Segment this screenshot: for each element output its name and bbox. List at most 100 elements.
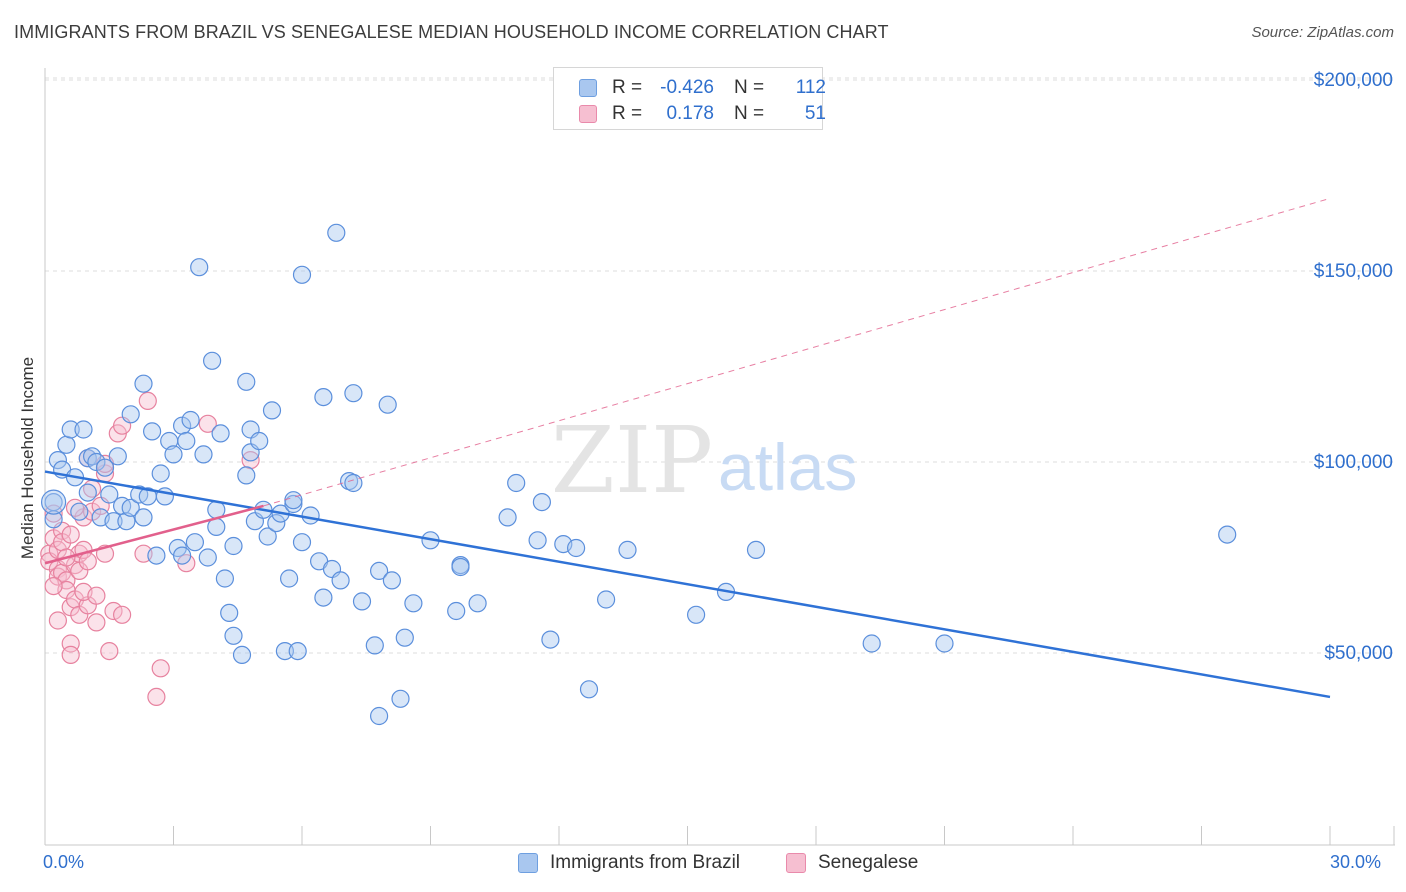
point-brazil	[596, 590, 616, 609]
point-senegalese	[61, 645, 80, 665]
point-brazil	[507, 473, 526, 493]
point-brazil	[134, 374, 153, 393]
point-brazil	[382, 571, 401, 590]
point-brazil	[344, 473, 363, 493]
y-tick-label: $150,000	[1314, 261, 1393, 282]
point-brazil	[61, 420, 80, 439]
source-label: Source: ZipAtlas.com	[1251, 24, 1394, 41]
point-brazil	[250, 431, 269, 451]
point-brazil	[532, 493, 552, 512]
point-brazil	[566, 538, 586, 558]
point-brazil	[40, 489, 67, 515]
point-brazil	[198, 548, 217, 567]
point-senegalese	[104, 601, 123, 621]
point-brazil	[292, 533, 312, 552]
y-axis-title: Median Household Income	[18, 356, 37, 560]
bottom-legend-swatch-senegal	[786, 853, 806, 873]
point-brazil	[104, 512, 123, 531]
trend-lines	[44, 197, 1331, 699]
point-brazil	[224, 536, 243, 556]
point-brazil	[451, 557, 470, 577]
point-brazil	[935, 634, 954, 653]
point-brazil	[352, 592, 372, 611]
point-senegalese	[138, 391, 157, 410]
chart-title: IMMIGRANTS FROM BRAZIL VS SENEGALESE MED…	[14, 22, 889, 42]
legend-swatch-brazil	[579, 79, 597, 97]
point-senegalese	[198, 414, 217, 433]
bottom-legend-label-senegal: Senegalese	[818, 852, 919, 873]
point-brazil	[74, 420, 93, 439]
point-brazil	[267, 513, 286, 533]
point-brazil	[185, 533, 204, 552]
point-brazil	[344, 384, 363, 403]
point-brazil	[262, 401, 282, 420]
point-brazil	[528, 531, 547, 550]
legend-swatch-senegal	[579, 105, 597, 123]
point-senegalese	[61, 525, 80, 544]
y-tick-label: $200,000	[1314, 70, 1393, 91]
point-brazil	[215, 569, 234, 588]
bottom-legend-swatch-brazil	[518, 853, 538, 873]
point-brazil	[57, 435, 76, 454]
point-brazil	[117, 512, 136, 531]
point-brazil	[151, 464, 170, 483]
point-brazil	[134, 508, 153, 527]
bottom-legend-label-brazil: Immigrants from Brazil	[550, 852, 741, 873]
x-tick-label-min: 0.0%	[43, 852, 85, 872]
point-brazil	[100, 485, 119, 504]
point-brazil	[177, 431, 196, 451]
point-brazil	[404, 594, 423, 613]
point-brazil	[203, 351, 222, 370]
legend-r-label: R =	[612, 77, 643, 98]
point-brazil	[121, 405, 140, 424]
watermark-atlas: atlas	[718, 430, 857, 504]
point-brazil	[378, 395, 397, 414]
legend-row-brazil: R = -0.426 N = 112	[554, 75, 826, 101]
point-brazil	[498, 508, 517, 527]
point-brazil	[541, 630, 560, 649]
point-senegalese	[147, 687, 166, 707]
y-tick-label: $50,000	[1324, 643, 1393, 664]
legend-n-label: N =	[734, 77, 765, 98]
point-brazil	[220, 603, 239, 623]
point-senegalese	[48, 611, 68, 630]
point-senegalese	[78, 552, 97, 571]
point-brazil	[280, 569, 299, 588]
point-brazil	[746, 540, 766, 560]
point-brazil	[618, 540, 637, 560]
point-brazil	[284, 494, 303, 514]
x-tick-label-max: 30.0%	[1330, 852, 1382, 872]
point-brazil	[95, 458, 115, 477]
point-brazil	[314, 388, 333, 407]
point-brazil	[108, 447, 127, 466]
point-brazil	[391, 689, 410, 708]
point-brazil	[686, 605, 706, 624]
watermark-zip: ZIP	[551, 407, 713, 514]
point-brazil	[579, 680, 599, 699]
legend-r-label: R =	[612, 103, 643, 124]
point-brazil	[194, 445, 213, 464]
trend-line-senegalese-extended	[263, 197, 1331, 507]
point-brazil	[181, 410, 200, 430]
point-brazil	[70, 502, 89, 521]
point-brazil	[44, 510, 63, 529]
gridlines	[45, 77, 1395, 654]
point-senegalese	[87, 613, 106, 632]
point-brazil	[211, 424, 230, 443]
point-brazil	[164, 445, 183, 464]
legend-n-value-senegal: 51	[804, 103, 826, 124]
legend-n-label: N =	[734, 103, 765, 124]
point-brazil	[190, 258, 209, 277]
y-tick-label: $100,000	[1314, 452, 1393, 473]
point-brazil	[862, 634, 881, 653]
point-senegalese	[87, 586, 106, 605]
point-brazil	[301, 506, 320, 525]
point-brazil	[370, 561, 389, 581]
point-brazil	[147, 546, 166, 565]
point-brazil	[395, 628, 414, 647]
point-brazil	[370, 706, 389, 726]
y-tick-labels: $50,000 $100,000 $150,000 $200,000	[1314, 70, 1393, 664]
point-brazil	[365, 636, 384, 655]
point-brazil	[292, 265, 312, 284]
